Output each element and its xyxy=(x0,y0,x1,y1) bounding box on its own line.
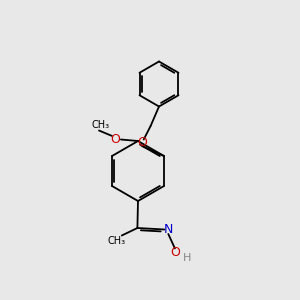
Text: O: O xyxy=(111,133,120,146)
Text: CH₃: CH₃ xyxy=(107,236,125,247)
Text: N: N xyxy=(164,223,173,236)
Text: O: O xyxy=(170,245,180,259)
Text: CH₃: CH₃ xyxy=(92,120,110,130)
Text: H: H xyxy=(183,253,192,263)
Text: O: O xyxy=(137,136,147,149)
